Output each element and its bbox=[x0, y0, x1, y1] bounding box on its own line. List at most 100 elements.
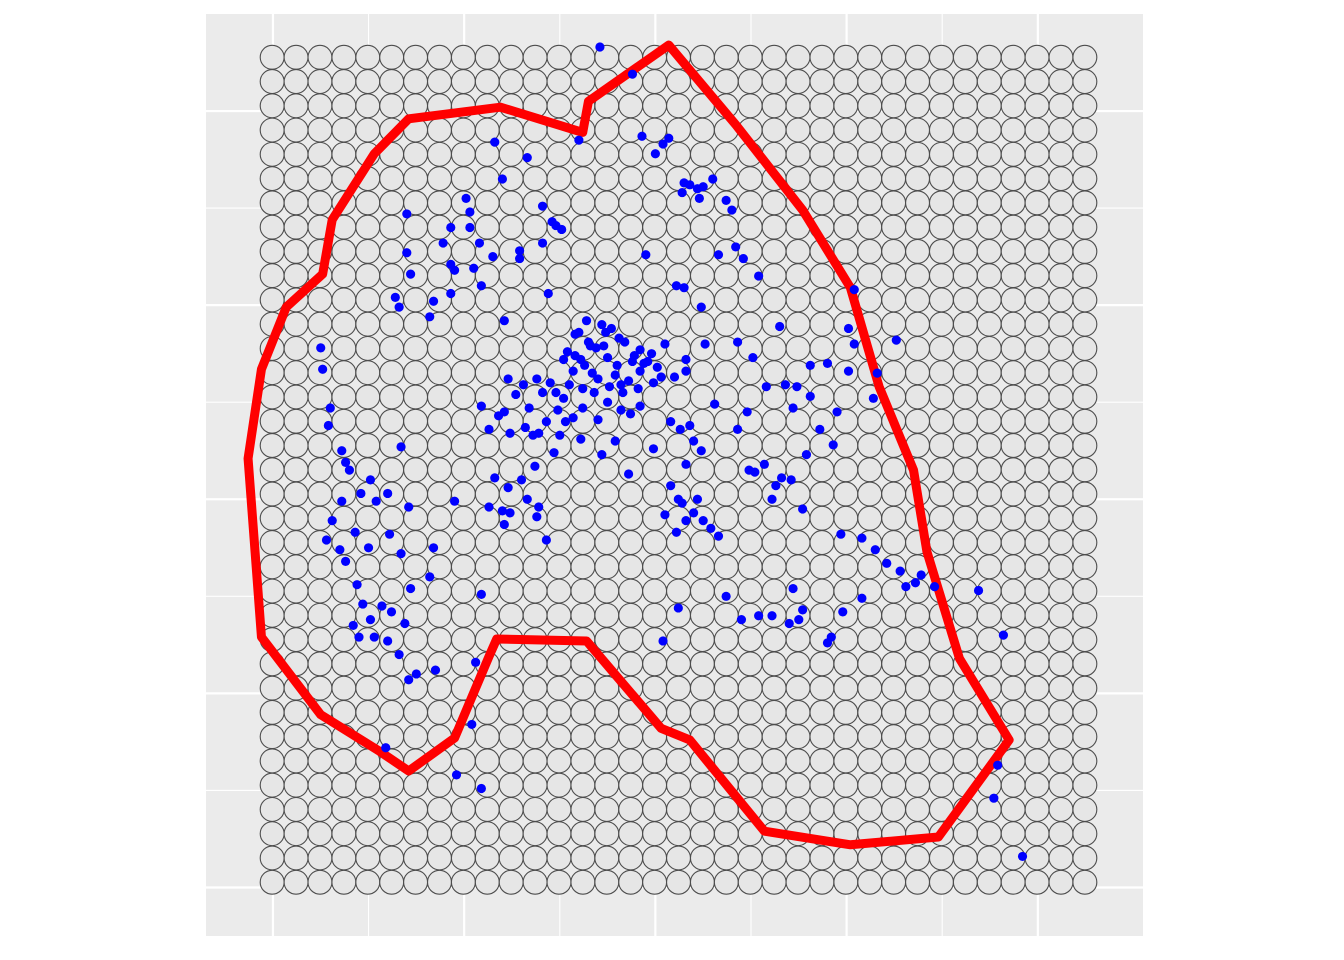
hex-cell bbox=[355, 821, 381, 847]
data-point bbox=[532, 374, 542, 384]
hex-cell bbox=[259, 505, 285, 531]
hex-cell bbox=[1048, 505, 1074, 531]
hex-cell bbox=[259, 263, 285, 289]
hex-cell bbox=[785, 335, 811, 361]
hex-cell bbox=[618, 627, 644, 653]
hex-cell bbox=[618, 724, 644, 750]
hex-cell bbox=[546, 675, 572, 701]
hex-cell bbox=[881, 481, 907, 507]
data-point bbox=[340, 556, 351, 566]
hex-cell bbox=[283, 724, 309, 750]
hex-cell bbox=[642, 821, 668, 847]
hex-cell bbox=[618, 845, 644, 871]
hex-cell bbox=[928, 432, 954, 458]
hex-cell bbox=[546, 796, 572, 822]
hex-cell bbox=[1024, 432, 1050, 458]
hex-cell bbox=[1024, 699, 1050, 725]
hex-cell bbox=[1072, 360, 1098, 386]
hex-cell bbox=[928, 117, 954, 143]
data-point bbox=[744, 465, 754, 475]
data-point bbox=[731, 242, 741, 252]
hex-cell bbox=[833, 602, 859, 628]
hex-cell bbox=[426, 772, 452, 798]
data-point bbox=[610, 436, 620, 446]
hex-cell bbox=[737, 287, 763, 313]
hex-cell bbox=[1072, 845, 1098, 871]
hex-cell bbox=[570, 238, 596, 264]
hex-cell bbox=[857, 845, 883, 871]
hex-cell bbox=[952, 578, 978, 604]
data-point bbox=[449, 496, 460, 506]
hex-cell bbox=[522, 335, 548, 361]
hex-cell bbox=[283, 141, 309, 167]
data-point bbox=[648, 444, 659, 454]
data-point bbox=[354, 632, 364, 642]
hex-cell bbox=[689, 699, 715, 725]
hex-cell bbox=[833, 166, 859, 192]
hex-cell bbox=[522, 796, 548, 822]
hex-cell bbox=[379, 821, 405, 847]
hex-cell bbox=[761, 869, 787, 895]
hex-cell bbox=[259, 69, 285, 95]
hex-cell bbox=[474, 699, 500, 725]
hex-cell bbox=[331, 845, 357, 871]
data-point bbox=[685, 180, 695, 190]
hex-cell bbox=[379, 505, 405, 531]
data-point bbox=[838, 607, 848, 617]
data-point bbox=[664, 133, 674, 143]
data-point bbox=[589, 387, 599, 398]
hex-cell bbox=[713, 287, 739, 313]
hex-cell bbox=[666, 869, 692, 895]
hex-cell bbox=[737, 675, 763, 701]
hex-cell bbox=[642, 772, 668, 798]
hex-cell bbox=[259, 432, 285, 458]
data-point bbox=[629, 351, 639, 361]
hex-cell bbox=[546, 530, 572, 556]
hex-cell bbox=[1024, 651, 1050, 677]
hex-cell bbox=[594, 141, 620, 167]
hex-cell bbox=[594, 602, 620, 628]
hex-cell bbox=[905, 869, 931, 895]
hex-cell bbox=[1072, 699, 1098, 725]
hex-cell bbox=[307, 311, 333, 337]
hex-cell bbox=[785, 238, 811, 264]
hex-cell bbox=[1024, 554, 1050, 580]
hex-cell bbox=[737, 772, 763, 798]
hex-cell bbox=[952, 505, 978, 531]
hex-cell bbox=[546, 481, 572, 507]
hex-cell bbox=[761, 408, 787, 434]
hex-cell bbox=[570, 699, 596, 725]
hex-cell bbox=[594, 287, 620, 313]
hex-cell bbox=[307, 166, 333, 192]
hex-cell bbox=[283, 166, 309, 192]
data-point bbox=[738, 253, 748, 264]
hex-cell bbox=[881, 530, 907, 556]
hex-cell bbox=[594, 481, 620, 507]
data-point bbox=[597, 319, 607, 330]
hex-cell bbox=[976, 44, 1002, 70]
hex-cell bbox=[881, 141, 907, 167]
hex-cell bbox=[952, 238, 978, 264]
hex-cell bbox=[498, 724, 524, 750]
hex-cell bbox=[809, 93, 835, 119]
data-point bbox=[788, 403, 798, 413]
hex-cell bbox=[785, 651, 811, 677]
hex-cell bbox=[1072, 748, 1098, 774]
data-point bbox=[616, 380, 626, 390]
hex-cell bbox=[1048, 69, 1074, 95]
data-point bbox=[602, 397, 613, 407]
hex-cell bbox=[403, 530, 429, 556]
hex-cell bbox=[737, 311, 763, 337]
hex-cell bbox=[857, 602, 883, 628]
hex-cell bbox=[737, 360, 763, 386]
hex-cell bbox=[355, 554, 381, 580]
hex-cell bbox=[331, 748, 357, 774]
hex-cell bbox=[809, 845, 835, 871]
data-point bbox=[428, 543, 439, 553]
hex-cell bbox=[689, 335, 715, 361]
hex-cell bbox=[857, 457, 883, 483]
data-point bbox=[518, 380, 529, 390]
hex-cell bbox=[594, 505, 620, 531]
hex-cell bbox=[259, 578, 285, 604]
hex-cell bbox=[928, 675, 954, 701]
